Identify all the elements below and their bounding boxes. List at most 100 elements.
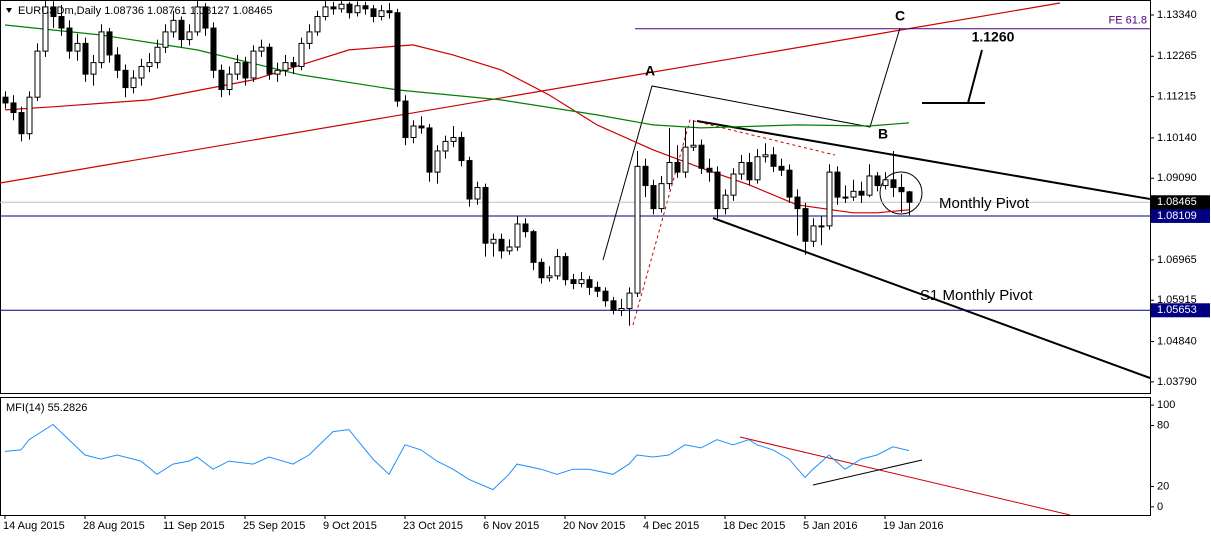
candle-body — [514, 223, 521, 248]
candle-body — [98, 31, 105, 64]
candle-body — [522, 223, 529, 233]
candle-body — [18, 112, 25, 135]
candle-body — [586, 279, 593, 288]
moving-average — [4, 24, 910, 129]
mfi-trend-line — [739, 436, 1071, 515]
chart-header: EURUSDm,Daily 1.08736 1.08761 1.08127 1.… — [18, 5, 272, 17]
candle-body — [282, 62, 289, 71]
candle-body — [266, 46, 273, 75]
candle-body — [2, 96, 9, 104]
pivot-label: S1 Monthly Pivot — [920, 287, 1033, 304]
candle-body — [690, 144, 697, 148]
candle-body — [362, 5, 369, 10]
candle-body — [706, 167, 713, 173]
candle-body — [202, 6, 209, 29]
candle-body — [26, 96, 33, 135]
candle-body — [290, 62, 297, 67]
dashed-line — [632, 119, 836, 326]
candle-body — [842, 196, 849, 199]
candle-body — [818, 225, 825, 228]
candle-body — [370, 8, 377, 18]
price-box — [1151, 208, 1210, 223]
candle-body — [642, 165, 649, 187]
main-panel — [0, 0, 1151, 394]
candle-body — [554, 256, 561, 277]
candle-body — [834, 171, 841, 198]
candle-body — [306, 31, 313, 44]
candle-body — [458, 137, 465, 162]
candle-body — [258, 46, 265, 52]
candle-body — [882, 179, 889, 187]
candle-body — [402, 100, 409, 139]
point-label: B — [878, 126, 888, 142]
candle-body — [242, 62, 249, 79]
candle-body — [146, 62, 153, 67]
candle-body — [722, 194, 729, 210]
point-label: C — [895, 8, 905, 24]
candle-body — [714, 171, 721, 210]
y-tick-label: 1.11215 — [1157, 91, 1196, 103]
y-tick-label: 1.13340 — [1157, 9, 1197, 21]
abc-pattern — [602, 27, 901, 261]
y-tick-label: 1.09090 — [1157, 172, 1197, 184]
y-tick-label: 1.10140 — [1157, 132, 1197, 144]
price-box-label: 1.08465 — [1157, 196, 1197, 208]
candle-body — [778, 165, 785, 171]
candle-body — [682, 146, 689, 173]
candle-body — [890, 179, 897, 188]
candle-body — [170, 19, 177, 33]
candle-body — [698, 144, 705, 169]
candle-body — [658, 183, 665, 210]
candle-body — [442, 140, 449, 152]
candle-body — [482, 186, 489, 244]
channel-lower — [712, 217, 1150, 379]
x-tick-label: 25 Sep 2015 — [243, 520, 305, 532]
candle-body — [874, 175, 881, 187]
pivot-label: Monthly Pivot — [939, 195, 1030, 212]
candle-body — [66, 27, 73, 52]
candle-body — [474, 186, 481, 200]
candle-body — [322, 6, 329, 18]
menu-arrow[interactable] — [6, 8, 12, 13]
x-tick-label: 23 Oct 2015 — [403, 520, 463, 532]
candle-body — [562, 256, 569, 281]
candle-body — [594, 286, 601, 292]
candle-body — [906, 191, 913, 203]
candle-body — [194, 6, 201, 33]
y-tick-label: 20 — [1157, 480, 1169, 492]
channel-upper — [696, 120, 1150, 200]
candle-body — [754, 156, 761, 181]
candle-body — [466, 160, 473, 200]
candle-body — [610, 300, 617, 311]
candle-body — [570, 279, 577, 285]
candle-body — [810, 225, 817, 242]
candle-body — [762, 154, 769, 158]
candle-body — [122, 69, 129, 89]
fe-label: FE 61.8 — [1108, 15, 1147, 27]
candle-body — [394, 12, 401, 102]
indicator-header: MFI(14) 55.2826 — [6, 402, 87, 414]
y-tick-label: 1.04840 — [1157, 335, 1197, 347]
x-tick-label: 9 Oct 2015 — [323, 520, 377, 532]
close: 1.08465 — [233, 5, 273, 17]
candle-body — [898, 186, 905, 193]
candle-body — [786, 169, 793, 198]
candle-body — [178, 19, 185, 41]
candle-body — [74, 42, 81, 52]
x-tick-label: 4 Dec 2015 — [643, 520, 699, 532]
candle-body — [730, 173, 737, 196]
candle-body — [434, 150, 441, 173]
candle-body — [826, 171, 833, 227]
price-box-label: 1.08109 — [1157, 210, 1197, 222]
point-label: A — [645, 63, 655, 79]
trend-line — [0, 2, 1061, 184]
candle-body — [154, 46, 161, 64]
candle-body — [346, 3, 353, 14]
target-mark — [967, 49, 983, 104]
x-tick-label: 28 Aug 2015 — [83, 520, 145, 532]
candle-body — [50, 6, 57, 18]
candle-body — [546, 275, 553, 279]
candle-body — [130, 77, 137, 89]
mfi-trend-line — [812, 459, 923, 486]
high: 1.08761 — [147, 5, 187, 17]
